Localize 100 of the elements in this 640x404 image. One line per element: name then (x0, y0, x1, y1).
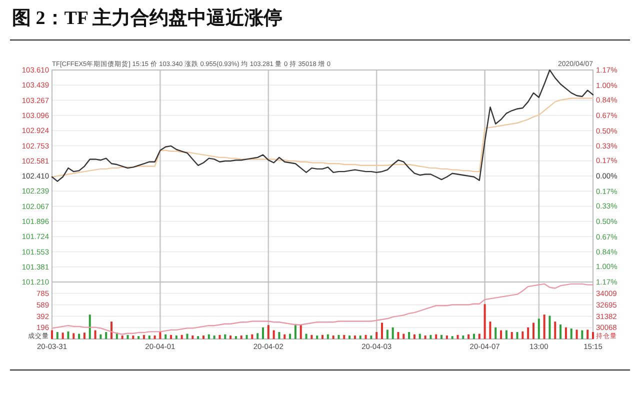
line-series (51, 98, 594, 178)
bar (202, 336, 204, 339)
bar (359, 336, 362, 339)
bar (62, 332, 64, 339)
bar (326, 334, 329, 339)
bar (510, 332, 513, 339)
bar (110, 322, 113, 339)
bar (272, 330, 275, 339)
bar (548, 316, 551, 339)
bar (100, 334, 102, 339)
bar (305, 334, 308, 339)
bar (522, 331, 524, 339)
bar (418, 334, 421, 339)
bar (376, 332, 378, 339)
bar (72, 333, 75, 339)
bar (456, 334, 459, 339)
bar (413, 334, 416, 339)
bar (408, 332, 410, 339)
bar (289, 334, 292, 339)
bar (224, 334, 226, 339)
bar (332, 336, 334, 339)
line-series (51, 283, 594, 335)
bar (348, 336, 351, 339)
bar (88, 314, 91, 339)
bar (564, 327, 567, 339)
bar (230, 336, 232, 339)
bar (354, 336, 356, 339)
bar (78, 334, 80, 339)
bar (489, 322, 492, 339)
bar (316, 336, 318, 339)
bar (164, 334, 167, 339)
bar (392, 327, 394, 339)
bar (218, 334, 221, 339)
bar (500, 330, 502, 339)
bar (142, 334, 145, 339)
bar (300, 324, 302, 339)
bar (310, 334, 313, 339)
bar (560, 324, 562, 339)
bar (527, 327, 530, 339)
bar (494, 327, 497, 339)
bar (234, 336, 237, 339)
bar (192, 336, 194, 339)
bar (576, 330, 578, 339)
bar (586, 330, 589, 339)
chart-title: 图 2：TF 主力合约盘中逼近涨停 (12, 7, 283, 29)
bar (338, 334, 340, 339)
bar (83, 332, 86, 339)
bar (462, 336, 464, 339)
bar (538, 318, 540, 339)
bar (370, 336, 372, 339)
bar (397, 332, 400, 339)
bar (364, 334, 367, 339)
bar (386, 330, 388, 339)
bar (451, 336, 454, 339)
bar (246, 334, 248, 339)
bar (592, 332, 594, 339)
bar (381, 322, 384, 339)
bar (294, 324, 296, 339)
bar (424, 336, 426, 339)
bar (56, 332, 58, 339)
bar (138, 336, 140, 339)
bar (505, 330, 508, 339)
bar (170, 334, 172, 339)
bar (472, 334, 475, 339)
bar (570, 328, 572, 339)
bar (251, 334, 254, 339)
bar (51, 330, 53, 339)
bar (240, 336, 242, 339)
bar (532, 322, 534, 339)
bar (186, 334, 188, 339)
bar (322, 334, 324, 339)
bar (581, 330, 584, 339)
bar (256, 333, 259, 339)
bar (478, 334, 480, 339)
bar (121, 336, 124, 339)
bar (446, 336, 448, 339)
bar (132, 336, 134, 339)
bar (67, 331, 70, 339)
bar (148, 336, 150, 339)
bar (468, 334, 470, 339)
bar (154, 336, 156, 339)
bar (126, 334, 129, 339)
bar (484, 304, 486, 339)
bar (278, 332, 280, 339)
bar (284, 334, 286, 339)
bar (180, 334, 183, 339)
bar (343, 334, 346, 339)
bar (516, 332, 518, 339)
bar (435, 334, 438, 339)
bar (213, 336, 216, 339)
bar (267, 325, 270, 339)
bar (208, 334, 210, 339)
line-series (51, 69, 594, 182)
bar (105, 332, 108, 339)
bar (175, 336, 178, 339)
bar (554, 322, 556, 339)
bar (94, 330, 96, 339)
bar (440, 334, 443, 339)
bar (543, 314, 546, 339)
bar (430, 334, 432, 339)
